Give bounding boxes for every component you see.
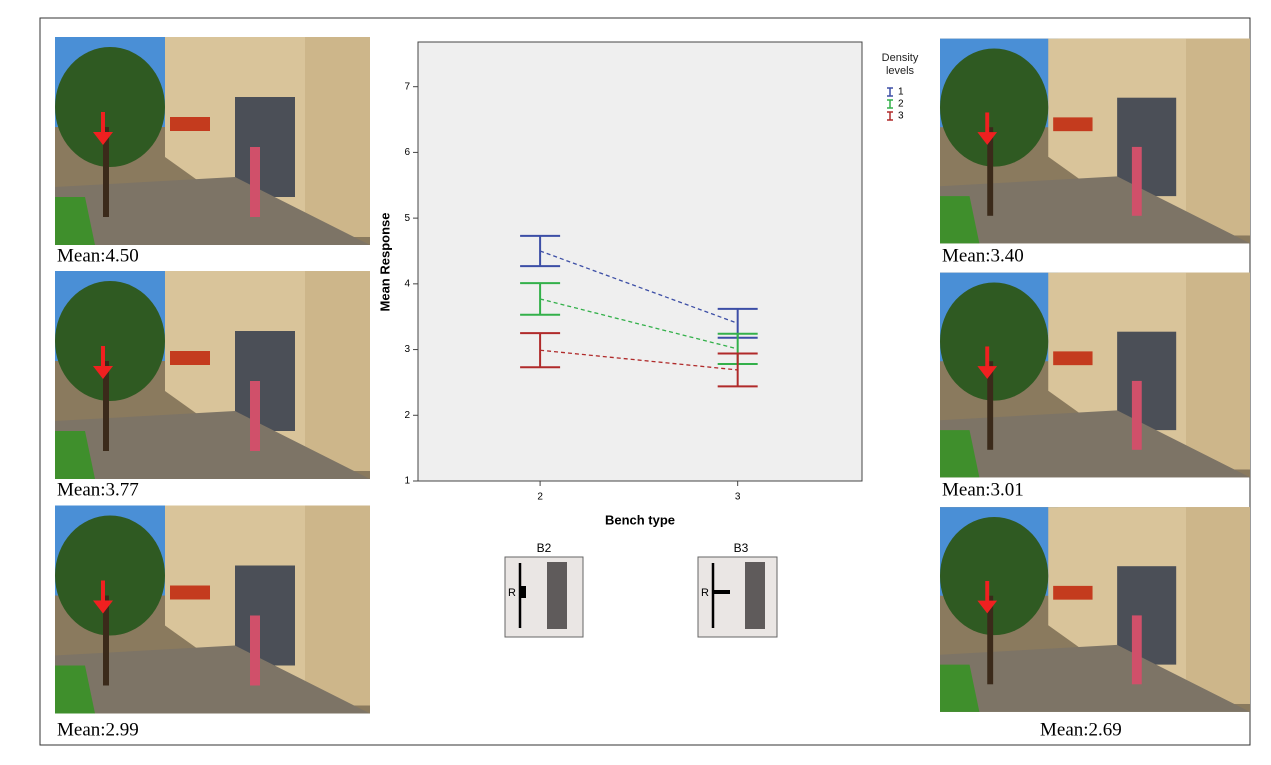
bench-side: R xyxy=(508,587,516,599)
caption: Mean:3.40 xyxy=(942,245,1024,266)
caption: Mean:2.99 xyxy=(57,719,139,740)
bench-icon xyxy=(505,557,583,637)
bench-icon xyxy=(698,557,777,637)
caption: Mean:2.69 xyxy=(1040,719,1122,740)
photo xyxy=(55,506,370,714)
y-tick-label: 3 xyxy=(404,344,410,355)
photo xyxy=(940,273,1250,478)
y-axis-label: Mean Response xyxy=(377,213,392,312)
x-tick-label: 3 xyxy=(735,492,741,503)
legend-label: 2 xyxy=(898,99,904,110)
y-tick-label: 1 xyxy=(404,476,410,487)
caption: Mean:3.01 xyxy=(942,479,1024,500)
legend-marker xyxy=(887,100,893,108)
x-tick-label: 2 xyxy=(537,492,543,503)
bench-side: R xyxy=(701,587,709,599)
chart: Mean:4.50 Mean:3.77 Mean:2.99 Mean:3.40 … xyxy=(0,0,1271,765)
legend-marker xyxy=(887,88,893,96)
caption: Mean:4.50 xyxy=(57,245,139,266)
bench-label: B3 xyxy=(734,541,749,555)
y-tick-label: 5 xyxy=(404,213,410,224)
photo xyxy=(940,39,1250,244)
y-tick-label: 6 xyxy=(404,147,410,158)
photo xyxy=(940,507,1250,712)
legend-label: 1 xyxy=(898,87,904,98)
photo xyxy=(55,271,370,479)
legend-title: Density levels xyxy=(870,52,930,78)
legend-marker xyxy=(887,112,893,120)
legend-label: 3 xyxy=(898,111,904,122)
bench-label: B2 xyxy=(537,541,552,555)
x-axis-label: Bench type xyxy=(605,512,675,527)
figure: Mean:4.50 Mean:3.77 Mean:2.99 Mean:3.40 … xyxy=(0,0,1271,765)
y-tick-label: 7 xyxy=(404,81,410,92)
y-tick-label: 2 xyxy=(404,410,410,421)
photo xyxy=(55,37,370,245)
y-tick-label: 4 xyxy=(404,278,410,289)
caption: Mean:3.77 xyxy=(57,479,139,500)
plot-area xyxy=(418,42,862,481)
